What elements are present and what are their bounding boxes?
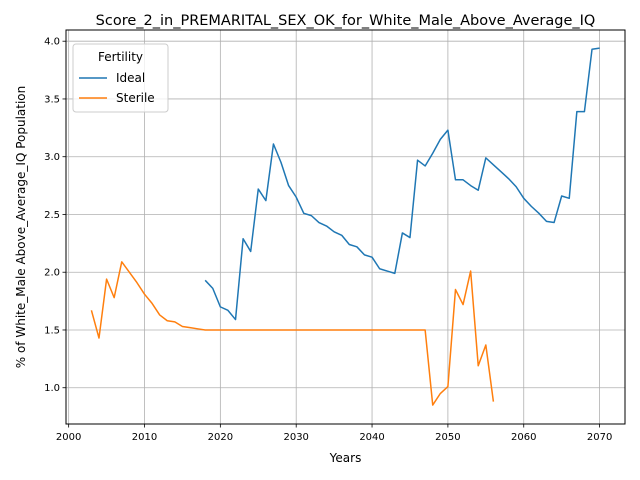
legend: Fertility Ideal Sterile: [72, 43, 169, 113]
x-tick-label: 2000: [56, 432, 81, 443]
x-tick-label: 2050: [435, 432, 460, 443]
series-lines: [90, 47, 600, 406]
x-tick-label: 2040: [359, 432, 384, 443]
y-tick-label: 2.0: [44, 268, 60, 279]
legend-title: Fertility: [98, 50, 143, 64]
y-tick-label: 1.5: [44, 325, 60, 336]
y-tick-label: 4.0: [44, 37, 60, 48]
legend-label-sterile: Sterile: [116, 91, 155, 105]
x-axis-label: Years: [329, 451, 362, 465]
y-tick-label: 3.5: [44, 94, 60, 105]
y-tick-label: 1.0: [44, 383, 60, 394]
x-tick-label: 2060: [511, 432, 536, 443]
legend-label-ideal: Ideal: [116, 71, 145, 85]
legend-box: [72, 43, 169, 113]
ticks: 2000 2010 2020 2030 2040 2050 2060 2070 1.0 1.5 2.…: [44, 37, 612, 443]
x-tick-label: 2070: [587, 432, 612, 443]
y-axis-label: % of White_Male Above_Average_IQ Populat…: [14, 86, 28, 369]
y-tick-label: 3.0: [44, 152, 60, 163]
chart-title: Score_2_in_PREMARITAL_SEX_OK_for_White_M…: [96, 13, 596, 29]
x-tick-label: 2020: [208, 432, 233, 443]
x-tick-label: 2010: [132, 432, 157, 443]
x-tick-label: 2030: [283, 432, 308, 443]
axes-frame: [65, 29, 626, 425]
series-line-sterile: [90, 261, 495, 406]
y-tick-label: 2.5: [44, 210, 60, 221]
series-line-ideal: [204, 47, 600, 321]
